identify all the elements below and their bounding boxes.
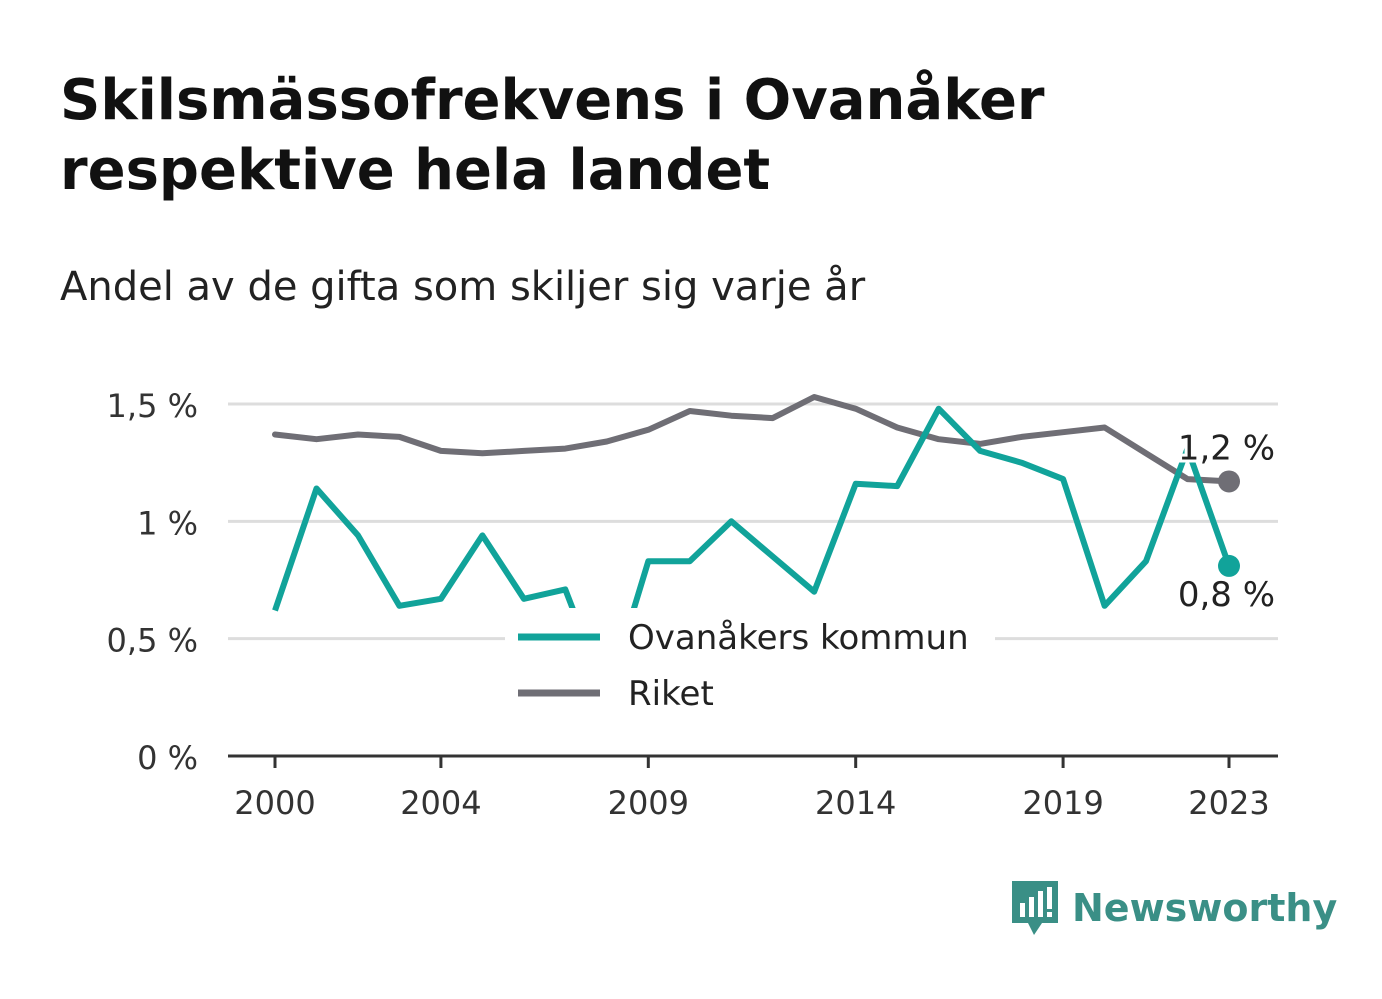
- series-line-ovanaker: [624, 405, 1232, 631]
- x-tick-label: 2009: [608, 784, 689, 822]
- y-tick-label: 1 %: [137, 504, 198, 542]
- end-point-riket: [1218, 470, 1240, 493]
- legend-label: Riket: [628, 674, 714, 714]
- brand-logo: Newsworthy: [1010, 876, 1337, 940]
- x-tick-label: 2004: [400, 784, 481, 822]
- end-point-ovanaker: [1218, 554, 1240, 577]
- brand-name: Newsworthy: [1072, 886, 1338, 930]
- chart-subtitle: Andel av de gifta som skiljer sig varje …: [60, 264, 866, 310]
- series-line-ovanaker: [272, 485, 589, 645]
- y-tick-label: 0 %: [137, 739, 198, 777]
- x-tick-label: 2019: [1022, 784, 1103, 822]
- chart-title: Skilsmässofrekvens i Ovanåker respektive…: [60, 68, 1045, 203]
- x-tick-label: 2014: [815, 784, 896, 822]
- y-tick-label: 0,5 %: [107, 622, 198, 660]
- x-tick-label: 2023: [1188, 784, 1269, 822]
- legend-label: Ovanåkers kommun: [628, 618, 969, 658]
- y-tick-label: 1,5 %: [107, 387, 198, 425]
- x-tick-label: 2000: [234, 784, 315, 822]
- newsworthy-logo-icon: [1012, 881, 1058, 935]
- series-line-riket: [272, 394, 1232, 485]
- end-label-riket: 1,2 %: [1178, 428, 1275, 468]
- end-label-ovanaker: 0,8 %: [1178, 575, 1275, 615]
- legend: [505, 608, 995, 720]
